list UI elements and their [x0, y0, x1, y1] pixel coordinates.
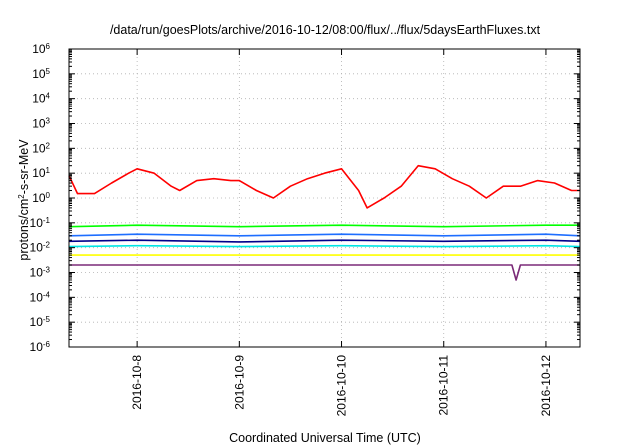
y-tick-label: 10-5 — [30, 315, 51, 330]
y-tick-label: 105 — [32, 66, 50, 81]
x-tick-label: 2016-10-9 — [232, 355, 246, 410]
series-layer — [68, 164, 581, 281]
y-tick-label: 101 — [32, 166, 50, 181]
series-line-1 — [68, 164, 580, 209]
y-axis-label: protons/cm2-s-sr-MeV — [17, 139, 32, 261]
tick-layer — [69, 48, 580, 348]
chart-title: /data/run/goesPlots/archive/2016-10-12/0… — [110, 23, 541, 37]
y-tick-label: 104 — [32, 91, 50, 106]
series-line-2 — [68, 224, 580, 228]
y-tick-label: 10-3 — [30, 265, 51, 280]
series-line-4 — [68, 239, 581, 243]
y-tick-label: 10-6 — [30, 340, 51, 355]
series-line-7 — [69, 264, 580, 281]
tick-label-layer: 106 105 104 103 102 101 100 10-1 10-2 10-3 10-4 10-… — [30, 42, 553, 417]
y-tick-label: 10-2 — [30, 240, 51, 255]
y-tick-label: 100 — [32, 191, 50, 206]
series-line-5 — [68, 244, 581, 248]
y-tick-label: 106 — [32, 42, 50, 57]
x-tick-label: 2016-10-12 — [539, 355, 553, 417]
grid — [69, 49, 580, 347]
x-tick-label: 2016-10-11 — [437, 355, 451, 416]
x-axis-label: Coordinated Universal Time (UTC) — [229, 431, 421, 445]
x-tick-label: 2016-10-8 — [130, 355, 144, 410]
y-tick-label: 102 — [32, 141, 50, 156]
series-line-3 — [68, 233, 581, 237]
y-tick-label: 10-4 — [30, 290, 51, 305]
y-tick-label: 10-1 — [30, 215, 51, 230]
y-tick-label: 103 — [32, 116, 50, 131]
x-tick-label: 2016-10-10 — [335, 355, 349, 417]
